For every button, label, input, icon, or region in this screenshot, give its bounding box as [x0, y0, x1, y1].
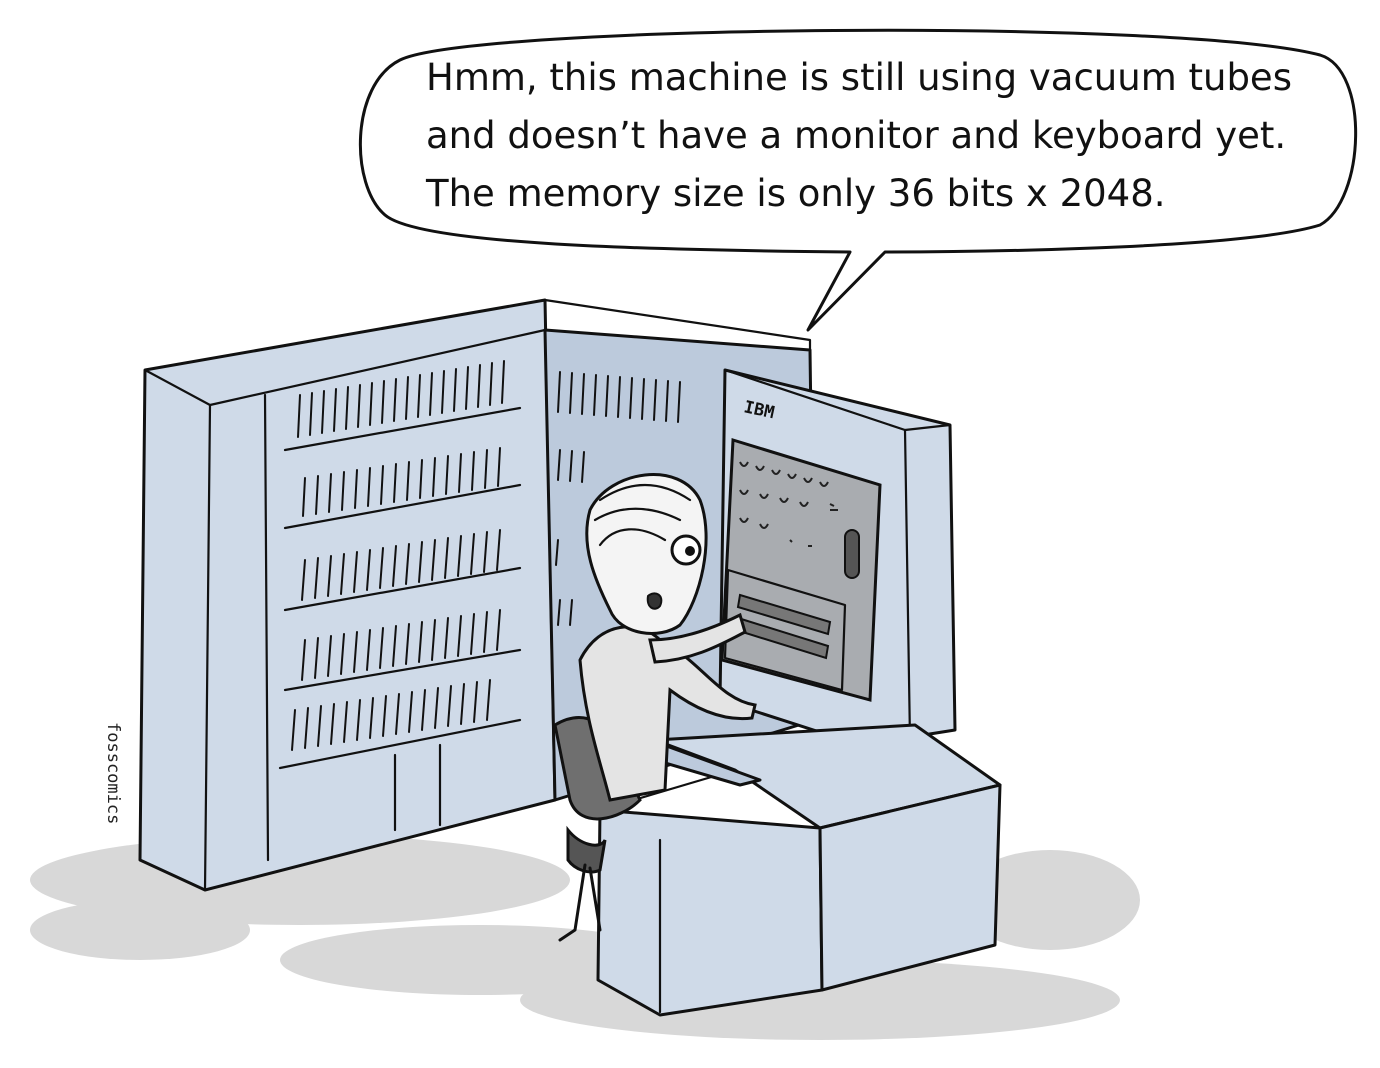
- vacuum-tubes-left: [291, 360, 505, 751]
- head: [585, 473, 708, 635]
- desk: [596, 723, 1002, 1017]
- speech-line-1: Hmm, this machine is still using vacuum …: [426, 56, 1292, 99]
- control-console: IBM: [718, 368, 957, 747]
- pupil: [685, 546, 695, 556]
- panel-switches: [739, 461, 838, 547]
- vacuum-tubes-middle: [555, 371, 681, 626]
- speech-bubble: Hmm, this machine is still using vacuum …: [358, 28, 1358, 332]
- panel-dial: [844, 529, 860, 579]
- speech-line-3: The memory size is only 36 bits x 2048.: [425, 172, 1166, 215]
- speech-line-2: and doesn’t have a monitor and keyboard …: [426, 114, 1286, 157]
- mouth: [646, 592, 663, 610]
- person: [578, 473, 757, 802]
- credit-label: fosscomics: [103, 722, 123, 824]
- left-cabinet: [138, 298, 557, 892]
